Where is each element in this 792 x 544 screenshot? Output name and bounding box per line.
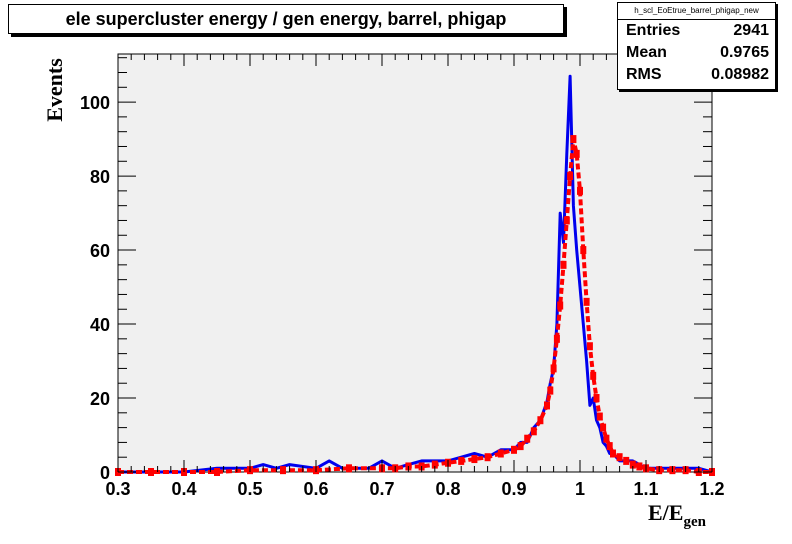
data-point-red bbox=[148, 468, 154, 476]
data-point-red bbox=[629, 460, 636, 469]
data-point-red bbox=[610, 449, 616, 458]
x-tick-label: 0.3 bbox=[105, 479, 130, 499]
data-point-red bbox=[544, 401, 550, 410]
data-point-red bbox=[280, 466, 286, 475]
stats-label: Mean bbox=[626, 44, 667, 61]
x-tick-label: 0.7 bbox=[369, 479, 394, 499]
stats-value: 0.9765 bbox=[720, 44, 769, 61]
stats-row-mean: Mean 0.9765 bbox=[618, 42, 775, 64]
data-point-red bbox=[557, 301, 564, 310]
data-point-red bbox=[590, 371, 597, 380]
data-point-red bbox=[586, 342, 593, 351]
data-point-red bbox=[593, 394, 600, 403]
x-tick-label: 0.5 bbox=[237, 479, 262, 499]
stats-value: 2941 bbox=[733, 22, 769, 39]
data-point-red bbox=[524, 434, 531, 443]
y-tick-label: 80 bbox=[90, 167, 110, 187]
data-point-red bbox=[553, 334, 560, 343]
data-point-red bbox=[596, 412, 603, 421]
data-point-red bbox=[458, 456, 465, 465]
x-axis-label: E/Egen bbox=[648, 500, 707, 530]
data-point-red bbox=[603, 434, 610, 443]
stats-row-entries: Entries 2941 bbox=[618, 20, 775, 42]
data-point-red bbox=[550, 364, 557, 373]
plot-frame bbox=[117, 53, 713, 473]
data-point-red bbox=[636, 462, 643, 471]
x-tick-label: 1.1 bbox=[633, 479, 658, 499]
data-point-red bbox=[560, 260, 567, 269]
x-tick-label: 0.6 bbox=[303, 479, 328, 499]
data-point-red bbox=[530, 427, 537, 436]
data-point-red bbox=[346, 464, 352, 473]
y-tick-label: 0 bbox=[100, 463, 110, 483]
data-point-red bbox=[537, 416, 544, 425]
x-tick-label: 0.4 bbox=[171, 479, 196, 499]
y-tick-label: 40 bbox=[90, 315, 110, 335]
data-point-red bbox=[577, 186, 583, 195]
data-point-red bbox=[573, 149, 580, 158]
x-tick-label: 0.8 bbox=[435, 479, 460, 499]
data-point-red bbox=[567, 172, 574, 181]
x-tick-label: 1 bbox=[575, 479, 585, 499]
data-point-red bbox=[497, 449, 504, 458]
data-point-red bbox=[606, 442, 613, 451]
x-axis-label-main: E/E bbox=[648, 500, 683, 525]
data-point-red bbox=[517, 442, 524, 451]
y-axis-label: Events bbox=[42, 58, 67, 122]
chart-axes: 0.3 0.4 0.5 0.6 0.7 0.8 0.9 1 1.1 1.2 0 20 40 60 80 100 bbox=[80, 54, 725, 499]
data-point-red bbox=[583, 297, 590, 306]
stats-label: Entries bbox=[626, 22, 681, 39]
x-tick-label: 0.9 bbox=[501, 479, 526, 499]
data-point-red bbox=[623, 456, 630, 465]
data-point-red bbox=[580, 246, 587, 255]
data-point-red bbox=[471, 455, 478, 464]
stats-histogram-name: h_scl_EoEtrue_barrel_phigap_new bbox=[618, 3, 775, 20]
data-point-red bbox=[563, 216, 570, 225]
chart-title: ele supercluster energy / gen energy, ba… bbox=[8, 4, 564, 34]
stats-row-rms: RMS 0.08982 bbox=[618, 64, 775, 86]
data-point-red bbox=[547, 386, 554, 395]
data-point-red bbox=[484, 453, 491, 462]
data-point-red bbox=[511, 445, 517, 454]
x-tick-label: 1.2 bbox=[699, 479, 724, 499]
x-axis-label-sub: gen bbox=[683, 514, 706, 530]
data-point-red bbox=[570, 135, 577, 144]
stats-box: h_scl_EoEtrue_barrel_phigap_new Entries … bbox=[617, 2, 776, 90]
y-tick-label: 60 bbox=[90, 241, 110, 261]
data-point-red bbox=[600, 423, 607, 432]
data-point-red bbox=[431, 460, 438, 469]
y-tick-label: 100 bbox=[80, 93, 110, 113]
data-point-red bbox=[214, 468, 220, 476]
stats-value: 0.08982 bbox=[711, 66, 769, 83]
data-point-red bbox=[616, 453, 623, 462]
y-tick-label: 20 bbox=[90, 389, 110, 409]
stats-label: RMS bbox=[626, 66, 662, 83]
